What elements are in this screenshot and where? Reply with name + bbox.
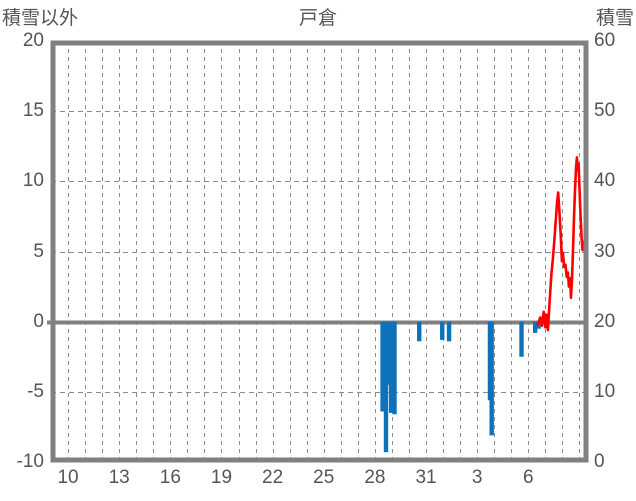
y-axis-right-tick: 60 [594, 30, 616, 51]
y-axis-left-tick: -10 [16, 451, 44, 472]
bar-snow-other [380, 321, 385, 412]
x-axis-tick: 22 [262, 467, 284, 488]
x-axis-tick: 6 [523, 467, 534, 488]
y-axis-left-tick: 15 [22, 100, 44, 122]
y-axis-left-tick: 10 [22, 170, 44, 192]
x-axis-tick: 31 [415, 467, 437, 488]
bar-snow-other [519, 321, 524, 357]
x-axis-tick: 3 [471, 467, 483, 488]
x-axis-tick: 13 [108, 467, 130, 488]
bar-snow-other [383, 321, 389, 453]
y-axis-right-tick: 0 [594, 451, 605, 472]
y-axis-right-tick: 30 [594, 240, 616, 262]
y-axis-right-tick: 50 [594, 100, 616, 122]
y-axis-right-tick: 40 [594, 170, 616, 192]
x-axis-tick: 28 [364, 467, 386, 488]
right-axis-unit-label: 積雪 [595, 8, 634, 29]
y-axis-left-tick: 20 [22, 30, 44, 51]
x-axis-tick: 25 [313, 467, 335, 488]
x-axis-tick: 16 [159, 467, 181, 488]
y-axis-right-tick: 20 [594, 310, 616, 332]
page-title: 戸倉 [298, 8, 337, 29]
x-axis-tick: 10 [57, 467, 79, 488]
bar-snow-other [392, 321, 397, 415]
bar-snow-other [532, 321, 538, 333]
y-axis-right-tick: 10 [594, 380, 616, 402]
y-axis-left-tick: 0 [33, 310, 44, 332]
x-axis-tick: 19 [210, 467, 233, 488]
bar-snow-other [417, 321, 422, 342]
left-axis-unit-label: 積雪以外 [2, 8, 79, 29]
y-axis-left-tick: 5 [33, 240, 44, 262]
plot-frame [50, 40, 589, 463]
bar-snow-other [440, 321, 445, 340]
bar-snow-other [446, 321, 452, 342]
bar-snow-other [386, 321, 391, 385]
bar-snow-other [489, 321, 494, 436]
bar-snow-other [388, 321, 394, 413]
y-axis-left-tick: -5 [27, 380, 44, 402]
